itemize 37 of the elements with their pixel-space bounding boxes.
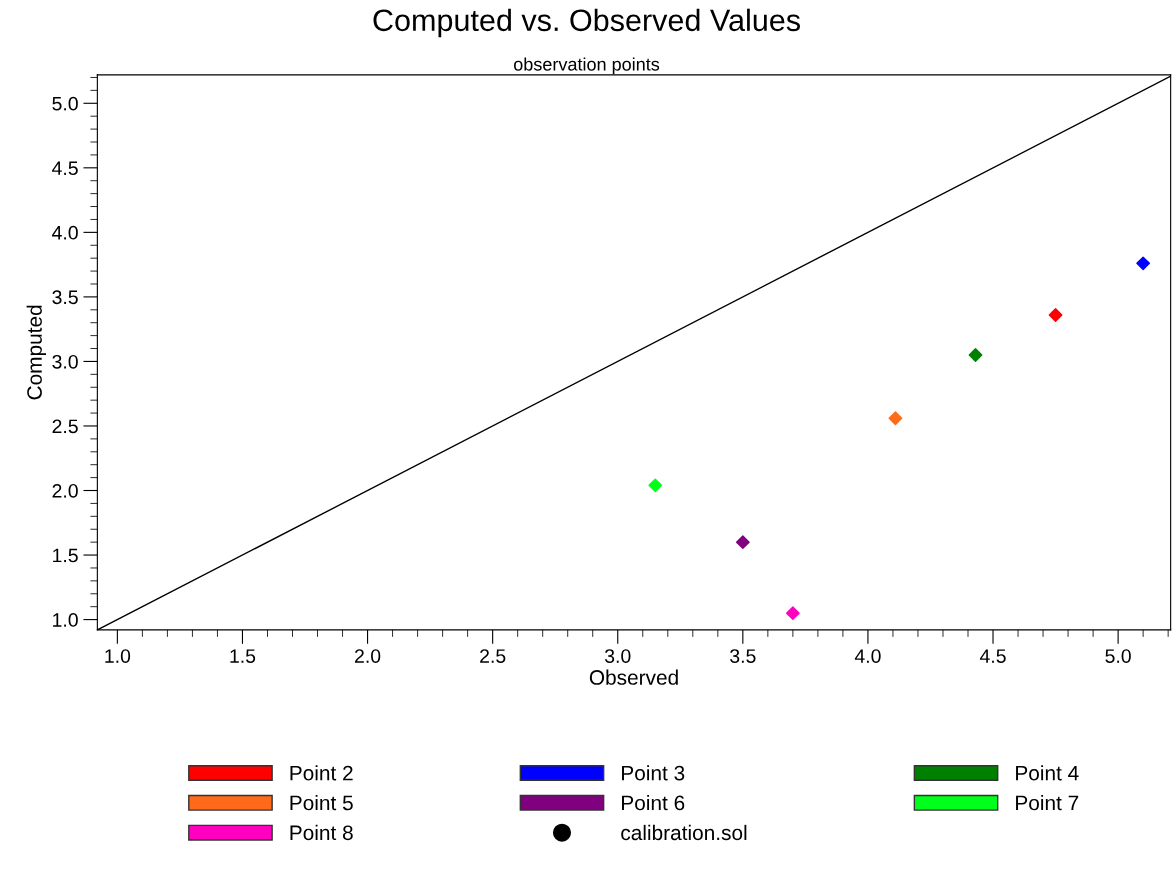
y-tick-label: 3.5 (52, 290, 78, 305)
legend-label: Point 3 (622, 765, 685, 781)
point (1136, 256, 1151, 271)
y-tick-label: 3.0 (52, 354, 78, 369)
y-tick-label: 2.0 (52, 483, 78, 498)
y-tick-label: 2.5 (52, 419, 78, 434)
legend-label: Point 2 (290, 765, 353, 781)
legend-label: Point 8 (290, 824, 353, 841)
x-tick-label: 1.0 (105, 649, 131, 663)
y-tick-label: 1.5 (53, 548, 78, 563)
x-tick-label: 4.5 (979, 649, 1006, 663)
y-tick-label: 1.0 (53, 613, 78, 627)
y-tick-label: 4.0 (52, 225, 78, 240)
legend-label: Point 5 (290, 795, 353, 811)
chart-subtitle: observation points (513, 57, 660, 75)
y-axis-title: Computed (26, 305, 47, 400)
text: calibration.sol (621, 824, 747, 841)
point (1048, 308, 1063, 322)
legend-label: Point 4 (1016, 765, 1079, 781)
legend-label: Point 7 (1016, 795, 1079, 811)
x-tick-label: 1.5 (230, 649, 256, 663)
point (968, 348, 983, 362)
point (888, 411, 903, 426)
x-tick-label: 2.5 (480, 649, 506, 663)
x-tick-label: 2.0 (355, 649, 381, 663)
x-tick-label: 4.0 (854, 649, 881, 663)
x-tick-label: 5.0 (1105, 649, 1131, 663)
y-tick-label: 4.5 (52, 161, 78, 176)
point (648, 478, 663, 493)
x-tick-label: 3.5 (730, 649, 756, 663)
x-axis-title: Observed (589, 669, 678, 685)
x-tick-label: 3.0 (604, 649, 631, 663)
chart-title: Computed vs. Observed Values (373, 8, 800, 38)
point (735, 535, 750, 550)
point (785, 606, 800, 621)
y-tick-label: 5.0 (52, 96, 78, 111)
legend-label: Point 6 (622, 795, 685, 811)
